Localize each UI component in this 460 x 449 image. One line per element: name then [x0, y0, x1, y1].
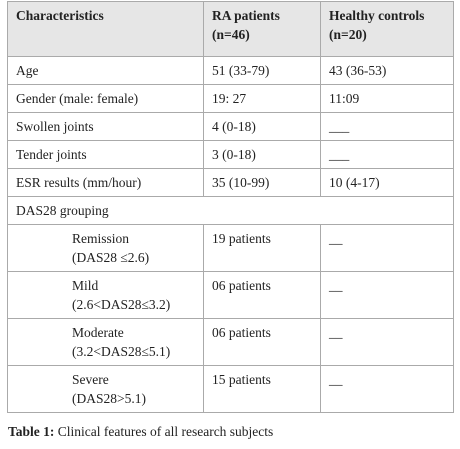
table-cell: 4 (0-18) — [203, 112, 321, 141]
table-body: Age 51 (33-79) 43 (36-53) Gender (male: fem… — [7, 56, 454, 413]
table-cell: 11:09 — [320, 84, 454, 113]
caption: Table 1: Clinical features of all resear… — [8, 424, 273, 440]
table-cell: 35 (10-99) — [203, 168, 321, 197]
table-cell: 3 (0-18) — [203, 140, 321, 169]
table-cell: __ — [320, 318, 454, 366]
table-row: Swollen joints 4 (0-18) ___ — [7, 112, 454, 141]
header-cell: Characteristics — [7, 1, 204, 57]
table-row: Moderate (3.2<DAS28≤5.1) 06 patients __ — [7, 318, 454, 366]
table-cell: ___ — [320, 112, 454, 141]
table-cell: Severe (DAS28>5.1) — [7, 365, 204, 413]
table-cell: 06 patients — [203, 271, 321, 319]
table-cell: Mild (2.6<DAS28≤3.2) — [7, 271, 204, 319]
cell-line: Severe — [72, 372, 109, 387]
table-row: Tender joints 3 (0-18) ___ — [7, 140, 454, 169]
table-cell: Remission (DAS28 ≤2.6) — [7, 224, 204, 272]
table-cell: DAS28 grouping — [7, 196, 454, 225]
table-cell: Swollen joints — [7, 112, 204, 141]
table-row: Age 51 (33-79) 43 (36-53) — [7, 56, 454, 85]
cell-line: Moderate — [72, 325, 124, 340]
table-cell: Gender (male: female) — [7, 84, 204, 113]
table-row: Gender (male: female) 19: 27 11:09 — [7, 84, 454, 113]
caption-label: Table 1: — [8, 424, 55, 439]
header-cell: RA patients (n=46) — [203, 1, 321, 57]
table-row: Remission (DAS28 ≤2.6) 19 patients __ — [7, 224, 454, 272]
table-cell: 43 (36-53) — [320, 56, 454, 85]
table-cell: 06 patients — [203, 318, 321, 366]
header-cell: Healthy controls (n=20) — [320, 1, 454, 57]
caption-text: Clinical features of all research subjec… — [57, 424, 274, 439]
table-cell: __ — [320, 224, 454, 272]
table-cell: Moderate (3.2<DAS28≤5.1) — [7, 318, 204, 366]
cell-line: Mild — [72, 278, 99, 293]
table-cell: 51 (33-79) — [203, 56, 321, 85]
table-cell: __ — [320, 271, 454, 319]
table-row: DAS28 grouping — [7, 196, 454, 225]
cell-line: (3.2<DAS28≤5.1) — [72, 344, 171, 359]
table-row: Mild (2.6<DAS28≤3.2) 06 patients __ — [7, 271, 454, 319]
cell-line: Remission — [72, 231, 130, 246]
table-cell: ___ — [320, 140, 454, 169]
table-cell: __ — [320, 365, 454, 413]
cell-line: (DAS28>5.1) — [72, 391, 146, 406]
data-table: Characteristics RA patients (n=46) Healthy… — [7, 1, 454, 413]
header-row: Characteristics RA patients (n=46) Healthy… — [7, 1, 454, 57]
table-cell: 15 patients — [203, 365, 321, 413]
table-row: ESR results (mm/hour) 35 (10-99) 10 (4-17) — [7, 168, 454, 197]
table-cell: 19: 27 — [203, 84, 321, 113]
cell-line: (DAS28 ≤2.6) — [72, 250, 150, 265]
table-cell: Tender joints — [7, 140, 204, 169]
table-cell: 10 (4-17) — [320, 168, 454, 197]
table-cell: Age — [7, 56, 204, 85]
table-cell: 19 patients — [203, 224, 321, 272]
cell-line: (2.6<DAS28≤3.2) — [72, 297, 171, 312]
table-cell: ESR results (mm/hour) — [7, 168, 204, 197]
table-row: Severe (DAS28>5.1) 15 patients __ — [7, 365, 454, 413]
